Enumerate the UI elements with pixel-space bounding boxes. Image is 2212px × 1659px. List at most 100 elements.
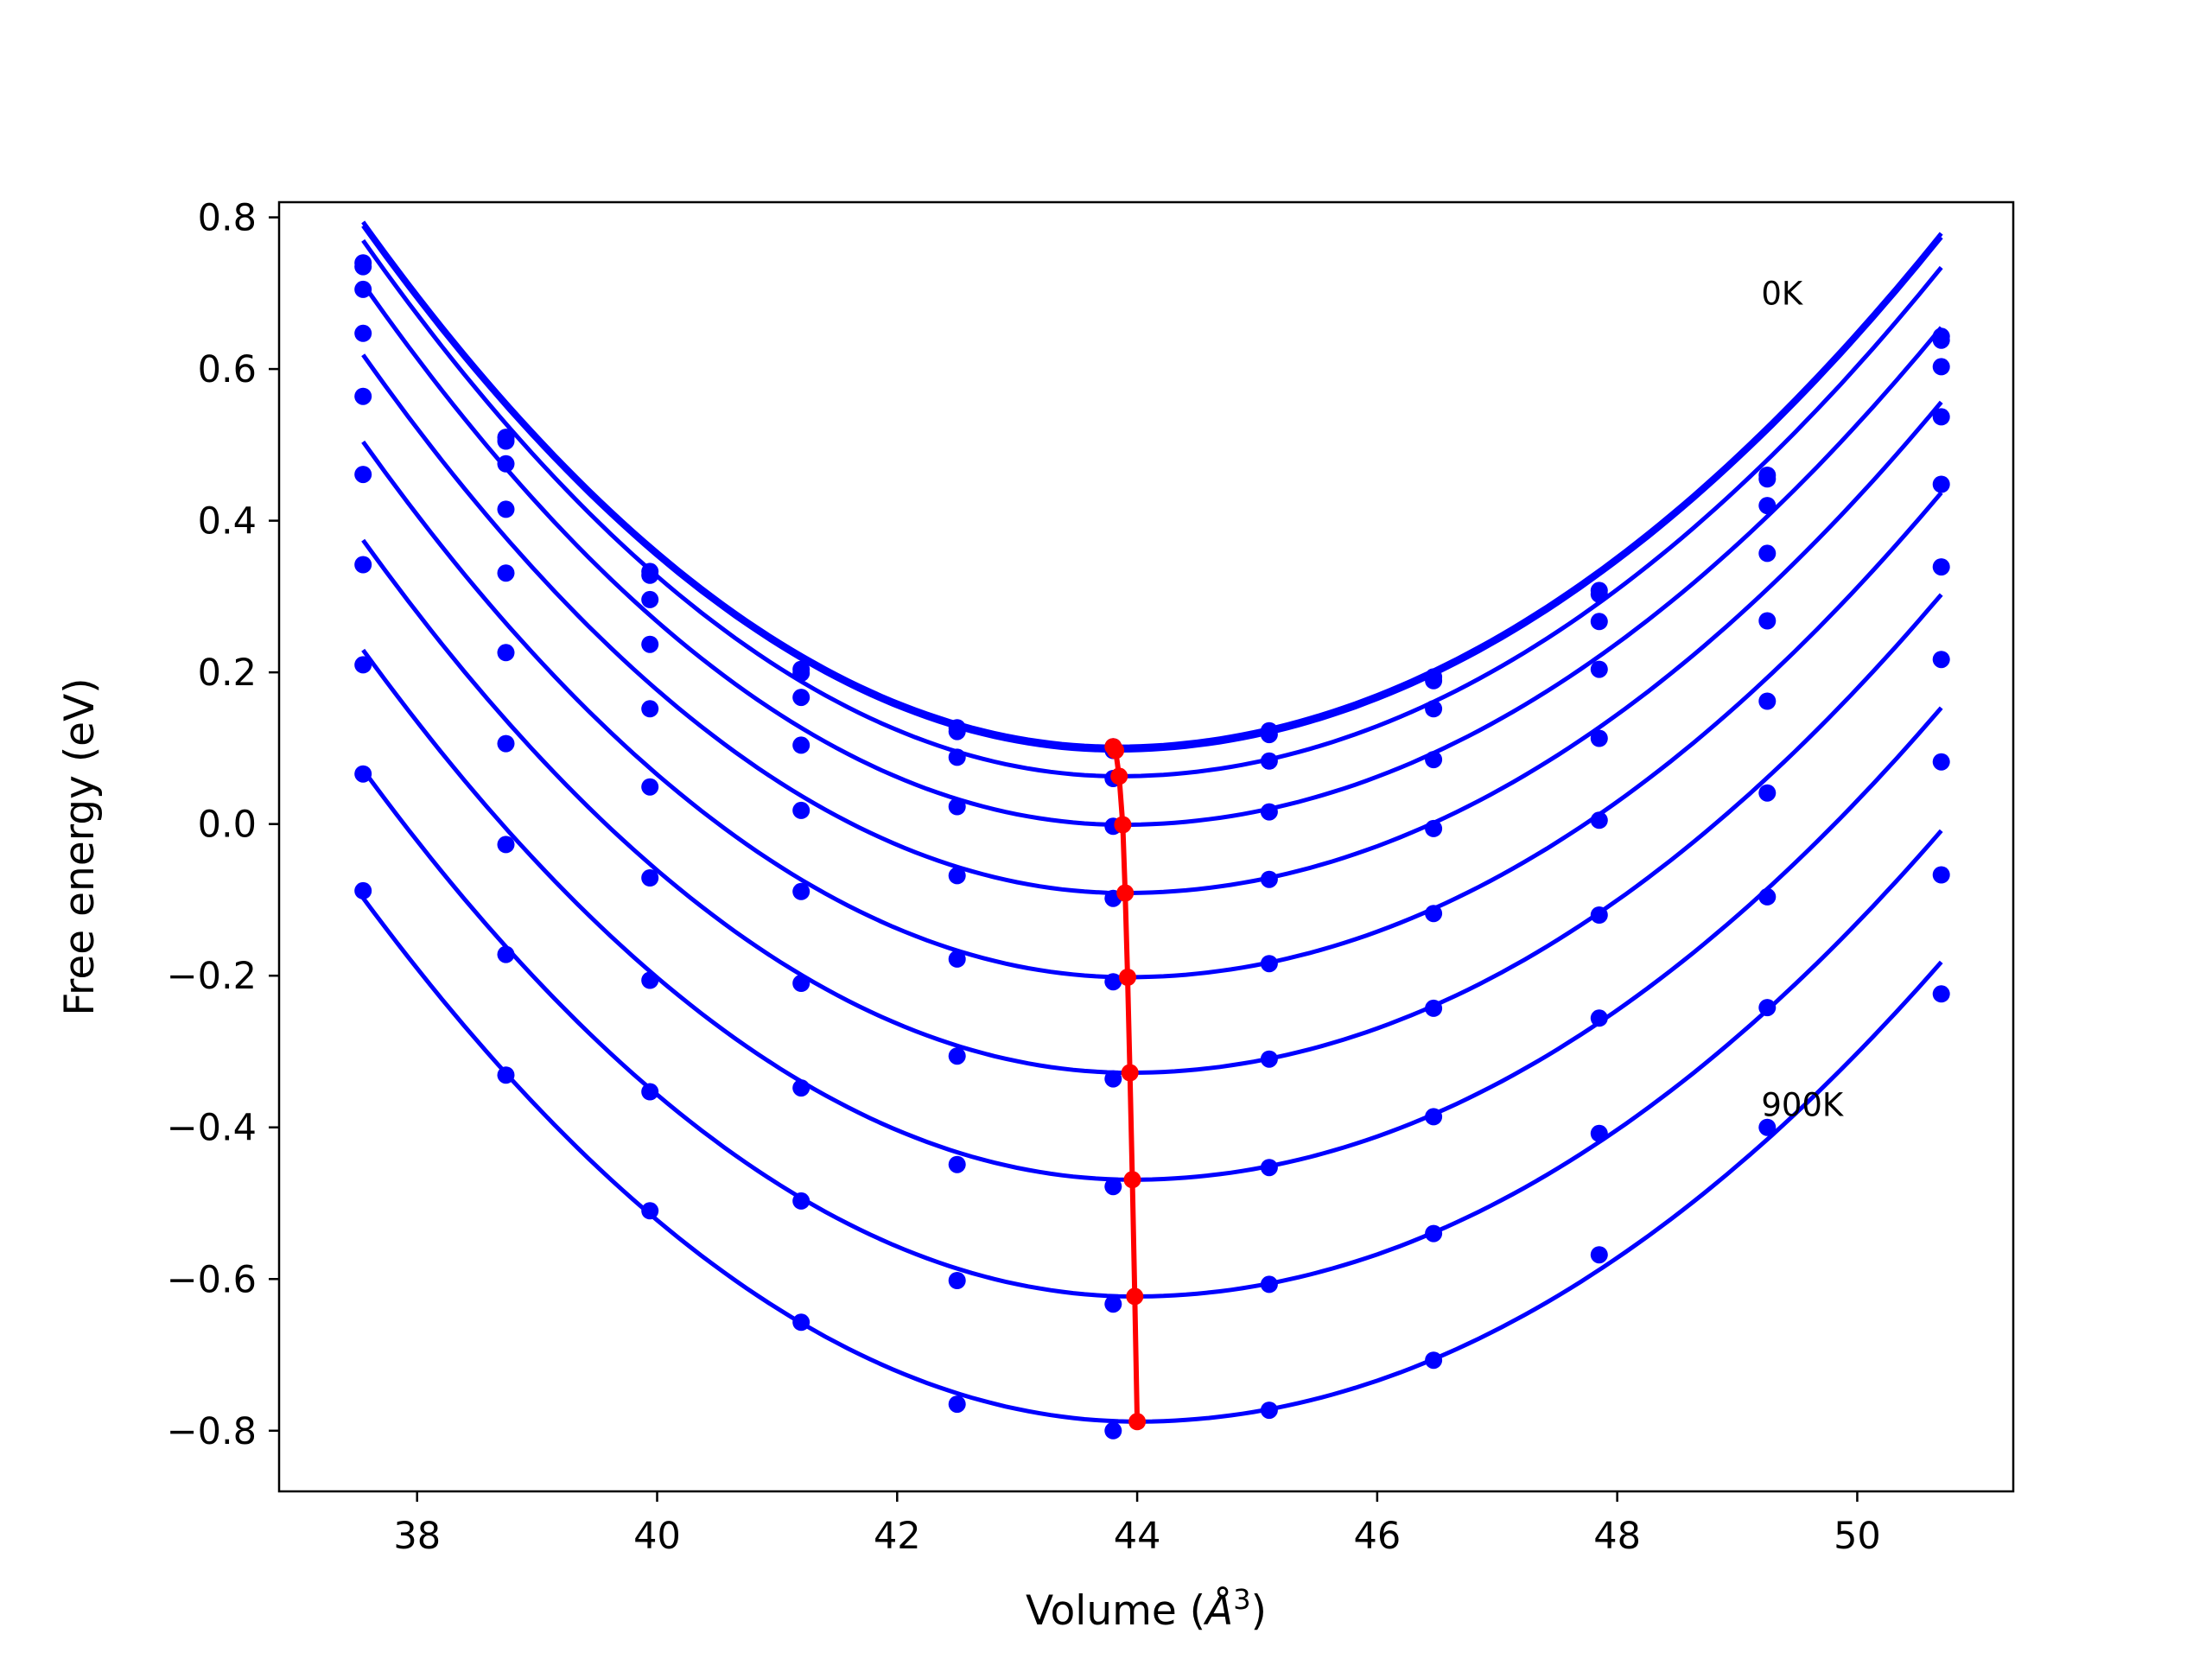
y-tick-label: −0.8: [167, 1410, 257, 1453]
data-point-100K: [354, 257, 372, 276]
data-point-800K: [1932, 866, 1950, 884]
fit-curve-0K: [361, 220, 1943, 749]
x-axis-label: Volume (Å3): [1026, 1583, 1267, 1635]
data-point-500K: [1758, 692, 1777, 710]
data-point-900K: [792, 1313, 810, 1332]
y-tick-label: 0.6: [198, 348, 257, 391]
data-point-300K: [948, 798, 966, 816]
x-tick-label: 38: [393, 1515, 441, 1558]
data-point-900K: [497, 1066, 515, 1084]
data-point-500K: [1932, 558, 1950, 576]
data-point-100K: [1932, 331, 1950, 349]
data-point-600K: [354, 556, 372, 574]
x-tick-label: 40: [633, 1515, 681, 1558]
data-point-300K: [1932, 408, 1950, 426]
data-point-500K: [1425, 905, 1443, 923]
data-point-200K: [354, 280, 372, 298]
data-point-300K: [497, 500, 515, 518]
x-axis-label-exponent: 3: [1233, 1583, 1250, 1616]
data-point-800K: [1260, 1275, 1278, 1294]
data-point-800K: [1590, 1124, 1608, 1142]
data-point-400K: [1758, 612, 1777, 630]
data-point-700K: [1590, 1009, 1608, 1027]
minimum-point: [1114, 816, 1132, 834]
fit-curve-300K: [361, 283, 1943, 827]
x-tick-label: 42: [874, 1515, 921, 1558]
data-point-900K: [641, 1202, 659, 1220]
data-point-500K: [1260, 955, 1278, 973]
data-point-400K: [1590, 729, 1608, 747]
y-tick-label: 0.2: [198, 652, 257, 695]
y-axis-ticks: 0.8 0.6 0.4 0.2 0.0 −0.2 −0.4 −0.6 −0.8: [167, 197, 279, 1453]
data-point-500K: [641, 778, 659, 796]
data-point-200K: [792, 689, 810, 707]
data-point-700K: [792, 1079, 810, 1097]
y-axis-label: Free energy (eV): [56, 677, 104, 1015]
data-point-700K: [1758, 887, 1777, 906]
data-point-900K: [1932, 985, 1950, 1003]
data-point-400K: [1932, 475, 1950, 493]
data-point-700K: [1104, 1178, 1122, 1196]
data-point-400K: [1260, 870, 1278, 888]
y-tick-label: 0.4: [198, 500, 257, 543]
data-point-100K: [1425, 671, 1443, 690]
data-point-100K: [948, 722, 966, 741]
data-point-100K: [1590, 585, 1608, 603]
data-point-900K: [354, 881, 372, 899]
data-point-200K: [1758, 497, 1777, 515]
x-axis-label-close: ): [1251, 1587, 1267, 1635]
data-point-100K: [1758, 470, 1777, 488]
data-point-200K: [641, 590, 659, 608]
fit-curve-100K: [361, 224, 1943, 753]
x-tick-label: 44: [1114, 1515, 1161, 1558]
fit-curve-500K: [361, 440, 1943, 980]
y-tick-label: −0.2: [167, 955, 257, 998]
annotations: 0K 900K: [1761, 275, 1845, 1123]
minimum-point: [1123, 1171, 1141, 1189]
minima-line: [1110, 745, 1141, 1422]
data-point-500K: [948, 950, 966, 968]
data-point-200K: [948, 748, 966, 766]
y-tick-label: 0.8: [198, 197, 257, 240]
x-tick-label: 46: [1354, 1515, 1402, 1558]
data-point-600K: [1758, 784, 1777, 802]
data-point-300K: [354, 324, 372, 342]
data-point-200K: [497, 454, 515, 473]
data-point-300K: [1425, 751, 1443, 769]
minimum-point: [1107, 741, 1125, 760]
data-point-600K: [1932, 651, 1950, 669]
fit-curve-400K: [361, 353, 1943, 895]
data-point-800K: [792, 1192, 810, 1210]
data-point-200K: [1932, 358, 1950, 376]
data-point-700K: [497, 836, 515, 854]
plot-frame: [277, 200, 2015, 1493]
data-point-900K: [1104, 1421, 1122, 1440]
data-point-800K: [354, 765, 372, 783]
data-point-600K: [641, 869, 659, 887]
data-point-700K: [1260, 1159, 1278, 1177]
data-point-500K: [1104, 973, 1122, 991]
data-point-100K: [497, 432, 515, 450]
data-point-200K: [1260, 752, 1278, 770]
x-axis-ticks: 38 40 42 44 46 48 50: [393, 1491, 1881, 1558]
data-point-600K: [1104, 1070, 1122, 1088]
data-point-300K: [1260, 803, 1278, 821]
data-point-900K: [1758, 1118, 1777, 1136]
data-point-400K: [497, 564, 515, 582]
data-point-700K: [641, 971, 659, 989]
y-tick-label: −0.6: [167, 1258, 257, 1301]
x-axis-label-text: Volume (: [1026, 1587, 1205, 1635]
fit-curve-200K: [361, 238, 1943, 779]
x-axis-label-symbol: Å: [1203, 1587, 1233, 1635]
minimum-point: [1126, 1287, 1144, 1306]
data-point-500K: [497, 644, 515, 662]
data-point-500K: [792, 882, 810, 900]
data-point-900K: [1260, 1402, 1278, 1420]
data-point-600K: [948, 1047, 966, 1065]
data-point-800K: [497, 945, 515, 963]
data-point-100K: [1260, 726, 1278, 744]
data-point-800K: [948, 1272, 966, 1289]
data-point-400K: [1425, 819, 1443, 837]
data-point-700K: [1425, 1108, 1443, 1126]
